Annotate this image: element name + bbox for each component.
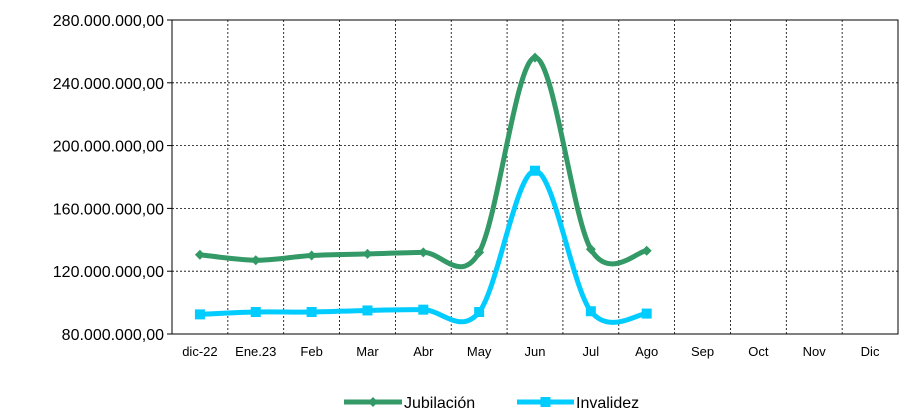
data-point (306, 307, 317, 318)
data-point (418, 304, 429, 315)
series-lines (194, 52, 652, 325)
x-tick-label: Feb (300, 344, 322, 359)
data-point (306, 250, 317, 261)
x-tick-label: Ene.23 (235, 344, 276, 359)
data-point (194, 249, 205, 260)
y-tick-label: 200.000.000,00 (53, 139, 164, 156)
data-point (585, 306, 596, 317)
series-jubilacion (194, 52, 652, 270)
plot-area-frame (171, 19, 899, 335)
legend-swatch-marker (368, 397, 378, 407)
data-point (362, 248, 373, 259)
series-line (197, 55, 650, 270)
x-tick-label: Ago (635, 344, 658, 359)
y-tick-label: 280.000.000,00 (53, 13, 164, 30)
legend-item-invalidez: Invalidez (517, 395, 639, 411)
data-point (530, 52, 540, 63)
x-tick-label: Dic (861, 344, 880, 359)
series-invalidez (194, 165, 652, 325)
y-tick-label: 80.000.000,00 (62, 327, 164, 344)
y-tick-label: 120.000.000,00 (53, 264, 164, 281)
data-point (474, 307, 485, 318)
x-tick-label: Oct (748, 344, 769, 359)
data-point (250, 255, 261, 266)
legend-swatch-marker (540, 397, 551, 407)
y-tick-label: 240.000.000,00 (53, 76, 164, 93)
x-tick-label: Mar (356, 344, 379, 359)
legend-label: Invalidez (576, 395, 639, 411)
x-tick-label: Abr (413, 344, 434, 359)
data-point (530, 165, 540, 176)
x-tick-label: Nov (803, 344, 827, 359)
legend: Jubilación Invalidez (344, 395, 639, 411)
data-point (641, 308, 652, 319)
x-tick-label: Jul (583, 344, 600, 359)
legend-item-jubilacion: Jubilación (344, 395, 475, 411)
grid-lines (172, 20, 898, 334)
x-tick-label: Jun (525, 344, 546, 359)
y-tick-label: 160.000.000,00 (53, 201, 164, 218)
data-point (418, 247, 429, 258)
series-line (197, 168, 650, 325)
data-point (362, 305, 373, 316)
axes: 80.000.000,00 120.000.000,00 160.000.000,0… (53, 13, 880, 359)
x-tick-label: Sep (691, 344, 714, 359)
x-tick-label: dic-22 (182, 344, 217, 359)
data-point (250, 307, 261, 318)
data-point (194, 309, 205, 320)
x-tick-label: May (467, 344, 492, 359)
legend-label: Jubilación (404, 395, 475, 411)
data-point (585, 244, 596, 255)
data-point (641, 245, 652, 256)
data-point (474, 247, 485, 258)
